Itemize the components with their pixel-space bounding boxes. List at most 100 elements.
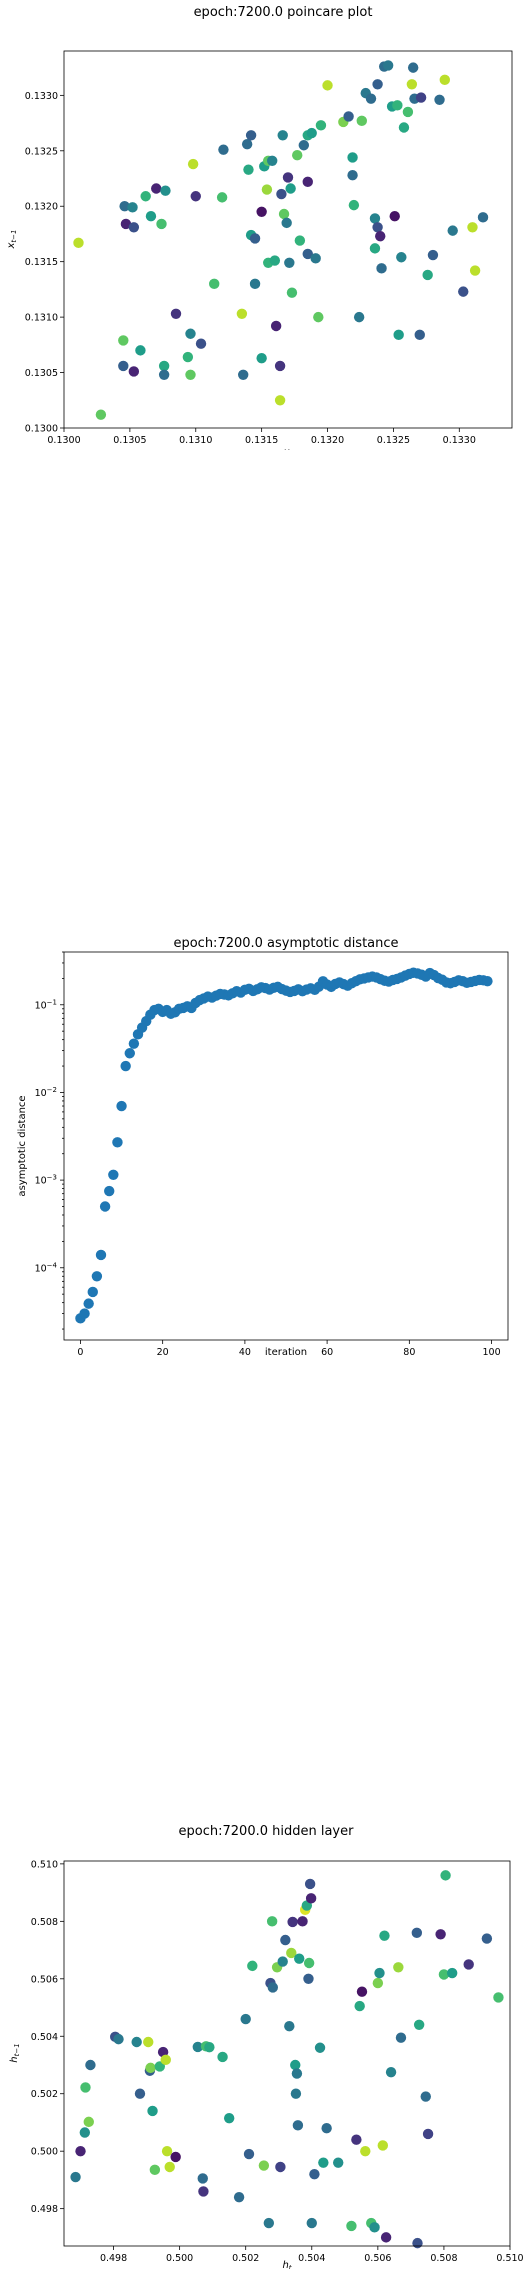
scatter-point xyxy=(463,1959,474,1970)
x-tick-label: 0.506 xyxy=(364,2253,391,2264)
scatter-point xyxy=(143,2036,154,2048)
scatter-point xyxy=(266,155,278,166)
y-tick-label: 0.1310 xyxy=(25,313,58,324)
scatter-point xyxy=(392,100,403,111)
y-tick-label: 0.506 xyxy=(31,1974,58,1985)
poincare-plot-chart: epoch:7200.0 poincare plot 0.1300 0.1305 0… xyxy=(6,5,513,450)
y-tick-label: 0.1325 xyxy=(25,146,58,157)
scatter-point xyxy=(446,1967,458,1979)
y-tick-label: 0.1315 xyxy=(25,257,58,268)
scatter-point xyxy=(413,2019,425,2030)
x-tick-label: 40 xyxy=(239,1347,251,1358)
scatter-point xyxy=(277,130,288,141)
scatter-point xyxy=(91,1271,103,1282)
scatter-point xyxy=(493,1992,504,2003)
scatter-point xyxy=(303,1973,314,1984)
x-tick-label: 80 xyxy=(403,1347,415,1358)
scatter-point xyxy=(347,169,358,181)
scatter-point xyxy=(79,2127,91,2138)
scatter-point xyxy=(149,2164,161,2176)
scatter-point xyxy=(422,2128,434,2140)
scatter-point xyxy=(274,395,286,406)
scatter-point xyxy=(99,1201,111,1212)
y-tick-label: 0.500 xyxy=(31,2147,58,2158)
scatter-point xyxy=(127,202,138,213)
scatter-point xyxy=(365,93,377,104)
scatter-point xyxy=(382,60,394,71)
scatter-point xyxy=(422,269,433,281)
scatter-point xyxy=(190,191,201,202)
x-tick-label: 0.1315 xyxy=(245,435,278,446)
x-tick-label: 0.498 xyxy=(100,2253,127,2264)
scatter-point xyxy=(249,233,261,244)
scatter-point xyxy=(158,360,170,372)
x-tick-label: 0.1305 xyxy=(113,435,146,446)
scatter-point xyxy=(216,192,228,203)
y-tick-label: 0.510 xyxy=(31,1859,58,1870)
scatter-point xyxy=(128,222,140,233)
y-tick-label: 10−4 xyxy=(35,1261,58,1274)
x-tick-label: 0.500 xyxy=(166,2253,193,2264)
scatter-point xyxy=(469,265,481,276)
scatter-point xyxy=(276,188,287,200)
scatter-point xyxy=(87,1286,98,1298)
chart-title: epoch:7200.0 asymptotic distance xyxy=(173,936,398,951)
scatter-point xyxy=(406,79,418,90)
scatter-point xyxy=(298,140,310,151)
scatter-point xyxy=(380,2232,392,2243)
scatter-point xyxy=(343,111,354,122)
scatter-point xyxy=(120,1060,131,1072)
scatter-point xyxy=(427,249,439,261)
scatter-point xyxy=(374,1967,385,1979)
scatter-point xyxy=(85,2059,96,2071)
scatter-point xyxy=(95,409,107,420)
scatter-point xyxy=(322,80,333,91)
scatter-point xyxy=(135,345,146,356)
scatter-point xyxy=(393,1962,404,1973)
scatter-point xyxy=(120,218,132,230)
scatter-point xyxy=(70,2171,81,2183)
scatter-point xyxy=(280,1934,291,1946)
scatter-point xyxy=(286,287,298,298)
scatter-point xyxy=(158,369,170,380)
scatter-point xyxy=(145,211,157,222)
x-tick-label: 0.504 xyxy=(298,2253,325,2264)
scatter-point xyxy=(263,2217,275,2229)
chart-title: epoch:7200.0 hidden layer xyxy=(179,1824,355,1839)
x-tick-label: 0.508 xyxy=(430,2253,457,2264)
y-tick-label: 0.1320 xyxy=(25,202,58,213)
scatter-point xyxy=(302,176,313,188)
scatter-point xyxy=(372,1977,384,1989)
y-tick-label: 10−3 xyxy=(35,1174,57,1187)
scatter-point xyxy=(292,150,303,161)
scatter-point xyxy=(402,106,414,118)
scatter-point xyxy=(396,252,407,263)
y-tick-label: 0.498 xyxy=(31,2204,58,2215)
scatter-point xyxy=(375,230,386,242)
x-tick-label: 0.510 xyxy=(496,2253,523,2264)
scatter-point xyxy=(346,2220,357,2232)
scatter-point xyxy=(154,2061,166,2072)
scatter-point xyxy=(223,2112,235,2124)
scatter-point xyxy=(270,320,282,332)
scatter-point xyxy=(256,206,267,217)
scatter-point xyxy=(170,2151,181,2163)
scatter-point xyxy=(303,1957,315,1969)
scatter-point xyxy=(185,369,196,380)
scatter-point xyxy=(333,2157,344,2168)
y-axis-label: asymptotic distance xyxy=(17,1095,28,1196)
scatter-point xyxy=(353,311,365,323)
scatter-point xyxy=(360,2145,371,2157)
scatter-point xyxy=(284,2021,295,2032)
scatter-point xyxy=(294,1953,305,1964)
scatter-point xyxy=(112,1137,123,1148)
scatter-point xyxy=(245,130,257,141)
scatter-point xyxy=(458,286,469,297)
scatter-point xyxy=(435,1929,446,1940)
scatter-point xyxy=(241,138,253,150)
scatter-point xyxy=(294,235,306,246)
scatter-point xyxy=(128,366,140,377)
scatter-point xyxy=(108,1169,119,1180)
scatter-point xyxy=(420,2091,431,2102)
scatter-point xyxy=(304,1878,316,1890)
